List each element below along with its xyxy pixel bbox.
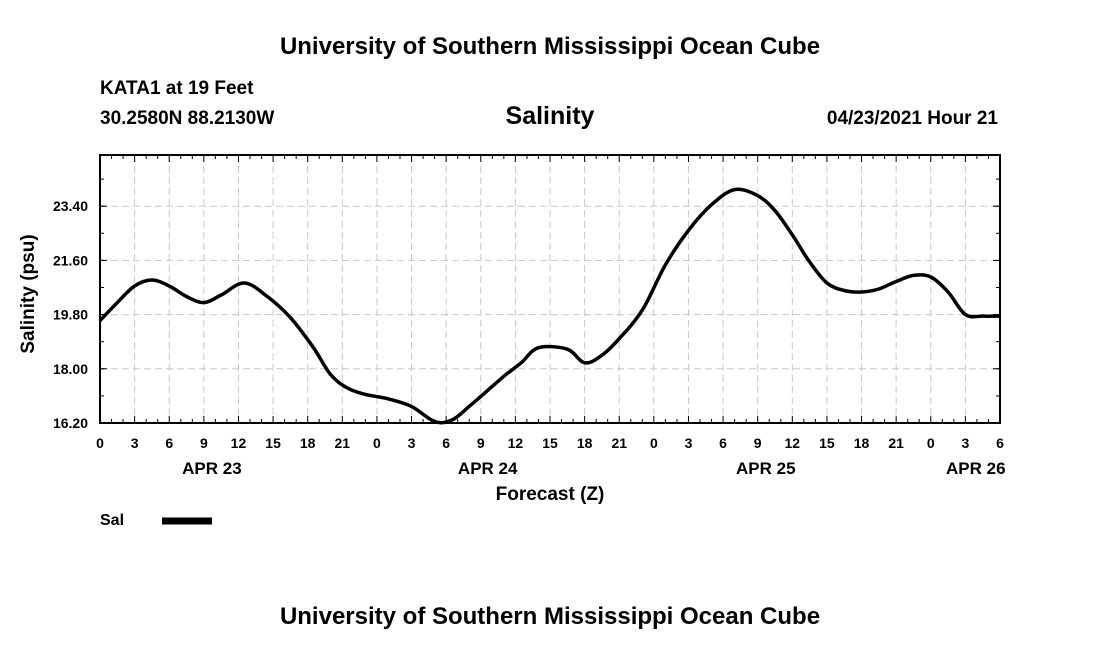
- x-tick-labels: 0 3 6 9 12 15 18 21 0 3 6 9 12 15 18 21 0 3 6 9 12 15 18 21 0 3 6: [96, 435, 1004, 451]
- x-tick-label: 6: [442, 435, 450, 451]
- station-label: KATA1 at 19 Feet: [100, 78, 254, 99]
- x-tick-label: 6: [719, 435, 727, 451]
- grid-lines: [100, 155, 1000, 424]
- y-tick-labels: 16.20 18.00 19.80 21.60 23.40: [53, 198, 88, 431]
- chart-title: Salinity: [506, 102, 595, 130]
- x-tick-label: 21: [888, 435, 904, 451]
- series-layer: [98, 187, 1001, 425]
- coordinates-label: 30.2580N 88.2130W: [100, 108, 274, 129]
- date-label: APR 26: [946, 459, 1006, 478]
- y-tick-label: 19.80: [53, 307, 88, 323]
- y-axis-label: Salinity (psu): [18, 234, 39, 353]
- x-tick-label: 0: [927, 435, 935, 451]
- x-tick-label: 15: [265, 435, 281, 451]
- y-tick-label: 21.60: [53, 252, 88, 268]
- axis-ticks: [99, 155, 1001, 424]
- x-tick-label: 12: [785, 435, 801, 451]
- footer-title: University of Southern Mississippi Ocean…: [280, 603, 820, 630]
- x-axis-label: Forecast (Z): [496, 484, 605, 505]
- x-tick-label: 3: [961, 435, 969, 451]
- x-tick-label: 12: [508, 435, 524, 451]
- x-tick-label: 9: [754, 435, 762, 451]
- x-tick-label: 18: [577, 435, 593, 451]
- x-tick-label: 21: [335, 435, 351, 451]
- x-tick-label: 9: [200, 435, 208, 451]
- x-tick-label: 21: [611, 435, 627, 451]
- datetime-label: 04/23/2021 Hour 21: [827, 108, 999, 129]
- x-tick-label: 9: [477, 435, 485, 451]
- x-tick-label: 6: [165, 435, 173, 451]
- x-tick-label: 18: [300, 435, 316, 451]
- y-tick-label: 23.40: [53, 198, 88, 214]
- date-label: APR 23: [182, 459, 242, 478]
- x-tick-label: 15: [819, 435, 835, 451]
- x-tick-label: 0: [373, 435, 381, 451]
- date-label: APR 24: [458, 459, 518, 478]
- y-tick-label: 18.00: [53, 361, 88, 377]
- x-tick-label: 3: [408, 435, 416, 451]
- date-labels: APR 23 APR 24 APR 25 APR 26: [182, 459, 1005, 478]
- x-tick-label: 6: [996, 435, 1004, 451]
- x-tick-label: 15: [542, 435, 558, 451]
- legend-label: Sal: [100, 512, 124, 529]
- series-line-sal: [98, 187, 1001, 425]
- y-tick-label: 16.20: [53, 415, 88, 431]
- date-label: APR 25: [736, 459, 796, 478]
- x-tick-label: 3: [131, 435, 139, 451]
- x-tick-label: 0: [96, 435, 104, 451]
- x-tick-label: 12: [231, 435, 247, 451]
- x-tick-label: 3: [685, 435, 693, 451]
- x-tick-label: 18: [854, 435, 870, 451]
- header-title: University of Southern Mississippi Ocean…: [280, 33, 820, 60]
- x-tick-label: 0: [650, 435, 658, 451]
